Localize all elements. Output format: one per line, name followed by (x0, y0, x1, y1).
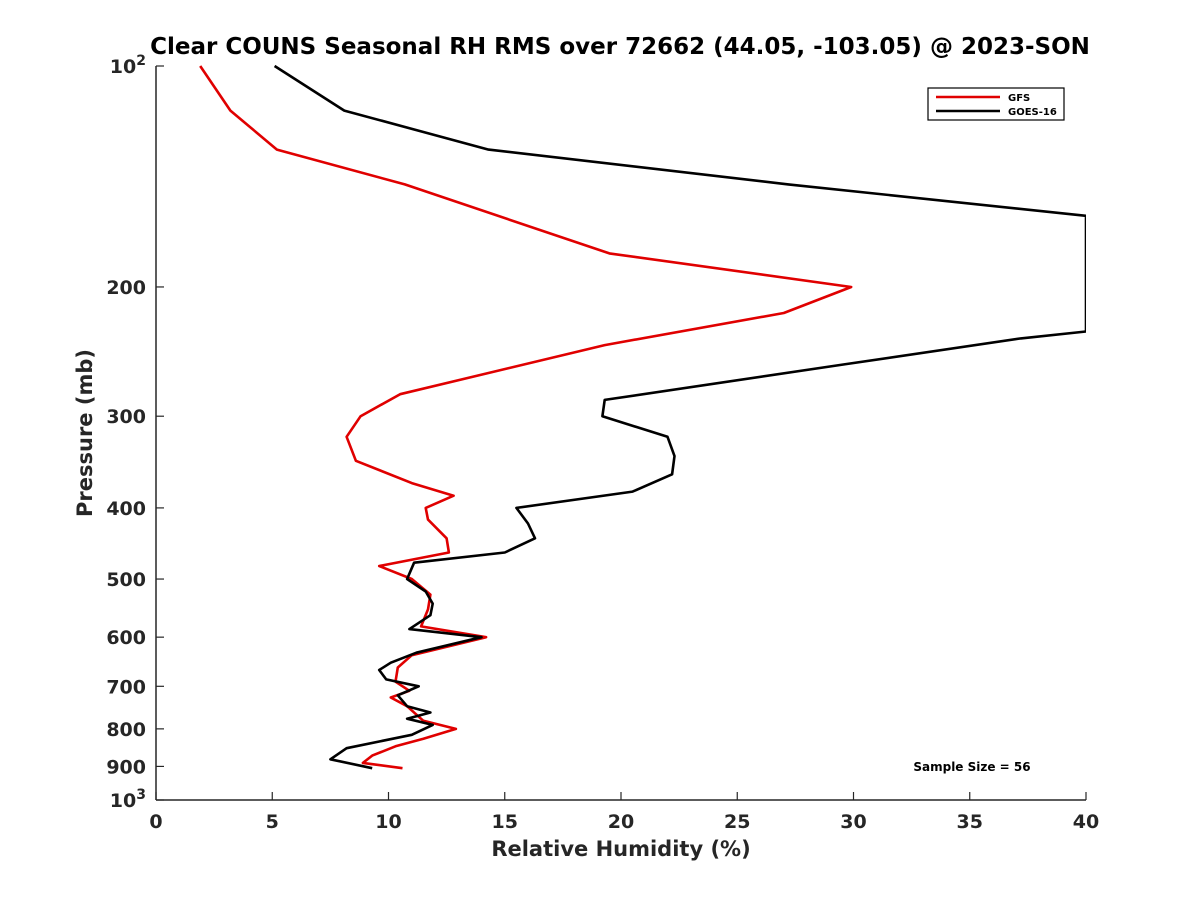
y-tick-label: 103 (110, 787, 146, 812)
y-tick-label: 200 (106, 277, 146, 299)
y-tick-label: 800 (106, 719, 146, 741)
x-tick-label: 0 (149, 811, 162, 833)
x-tick-label: 20 (608, 811, 634, 833)
y-tick-label: 300 (106, 406, 146, 428)
legend-label-goes16: GOES-16 (1008, 107, 1057, 118)
x-tick-label: 30 (840, 811, 866, 833)
x-tick-label: 35 (957, 811, 983, 833)
x-axis-label: Relative Humidity (%) (491, 837, 750, 861)
y-tick-label: 102 (110, 53, 146, 78)
legend-box (927, 87, 1065, 121)
series-line-goes-16 (273, 64, 1086, 770)
sample-size-annotation: Sample Size = 56 (913, 760, 1030, 774)
y-axis-label: Pressure (mb) (73, 349, 97, 517)
series-layer (199, 64, 1086, 770)
y-tick-label: 900 (106, 756, 146, 778)
x-tick-label: 25 (724, 811, 750, 833)
x-tick-label: 15 (492, 811, 518, 833)
chart-title: Clear COUNS Seasonal RH RMS over 72662 (… (150, 34, 1090, 60)
series-line-gfs (199, 65, 853, 770)
y-tick-label: 500 (106, 569, 146, 591)
legend-label-gfs: GFS (1008, 93, 1030, 104)
y-tick-label: 400 (106, 498, 146, 520)
x-axis-ticks: 0 5 10 15 20 25 30 35 40 (149, 792, 1099, 833)
x-tick-label: 10 (375, 811, 401, 833)
legend: GFS GOES-16 (927, 87, 1065, 121)
y-tick-label: 600 (106, 627, 146, 649)
y-axis-ticks: 102 200 300 400 500 600 700 800 900 103 (106, 53, 164, 812)
x-tick-label: 5 (266, 811, 279, 833)
x-tick-label: 40 (1073, 811, 1099, 833)
y-tick-label: 700 (106, 676, 146, 698)
